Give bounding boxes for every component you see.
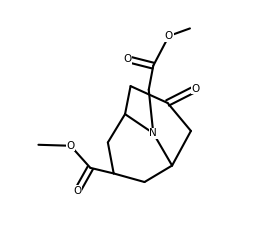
Text: O: O <box>165 31 173 41</box>
Text: O: O <box>73 186 82 196</box>
Text: O: O <box>123 54 132 64</box>
Text: N: N <box>149 128 157 138</box>
Text: O: O <box>67 141 75 151</box>
Text: O: O <box>191 84 200 94</box>
